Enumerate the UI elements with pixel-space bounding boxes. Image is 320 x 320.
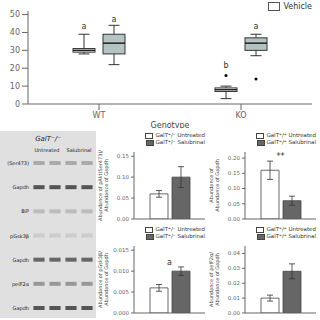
svg-text:0.03: 0.03 <box>228 265 241 271</box>
svg-text:Gapdh: Gapdh <box>13 305 29 312</box>
svg-text:a: a <box>82 22 87 31</box>
svg-text:WT: WT <box>93 111 106 120</box>
html-text:GalT⁺/⁻ Salubrinal: GalT⁺/⁻ Salubrinal <box>155 139 205 145</box>
svg-text:0.04: 0.04 <box>228 250 241 256</box>
svg-text:0.20: 0.20 <box>228 155 241 161</box>
svg-text:pGsk3β: pGsk3β <box>10 233 29 240</box>
svg-text:a: a <box>112 15 117 24</box>
html-text:GalT⁺/⁺ Salubrinal: GalT⁺/⁺ Salubrinal <box>266 233 316 239</box>
svg-text:0.010: 0.010 <box>113 268 129 274</box>
svg-text:0.05: 0.05 <box>228 201 241 207</box>
svg-text:30: 30 <box>10 46 20 55</box>
html-text:GalT⁺/⁻ Untreated: GalT⁺/⁻ Untreated <box>155 132 205 138</box>
svg-text:a: a <box>167 258 172 267</box>
svg-text:0.15: 0.15 <box>228 170 241 176</box>
svg-text:0.10: 0.10 <box>228 185 241 191</box>
svg-text:0.000: 0.000 <box>113 310 129 316</box>
svg-text:10: 10 <box>10 82 20 91</box>
html-text:GalT⁺/⁻ Untreated: GalT⁺/⁻ Untreated <box>155 226 205 232</box>
svg-text:Salubrinal: Salubrinal <box>66 147 91 153</box>
svg-text:Abundance of pAkt(Ser473)/Abun: Abundance of pAkt(Ser473)/Abundance of G… <box>98 150 110 221</box>
html-text:GalT⁺/⁻ Salubrinal: GalT⁺/⁻ Salubrinal <box>155 233 205 239</box>
svg-text:50: 50 <box>10 10 20 19</box>
svg-text:0.00: 0.00 <box>228 216 241 222</box>
svg-text:Gapdh: Gapdh <box>13 257 29 264</box>
svg-text:0.15: 0.15 <box>117 153 130 159</box>
svg-text:0.015: 0.015 <box>113 247 129 253</box>
html-text:GalT⁺/⁺ Untreated: GalT⁺/⁺ Untreated <box>266 226 316 232</box>
svg-text:peIF2α: peIF2α <box>12 281 30 288</box>
svg-text:0.02: 0.02 <box>228 280 240 286</box>
svg-text:GalT⁻/⁻: GalT⁻/⁻ <box>35 135 61 143</box>
svg-text:Gapdh: Gapdh <box>13 184 29 191</box>
svg-text:(Ser473): (Ser473) <box>8 160 29 166</box>
svg-text:**: ** <box>277 152 285 161</box>
html-text:Vehicle: Vehicle <box>283 2 312 11</box>
svg-text:0: 0 <box>15 100 20 109</box>
html-text:GalT⁺/⁺ Untreated: GalT⁺/⁺ Untreated <box>266 132 316 138</box>
svg-text:Abundance of pGsk3β/Abundance: Abundance of pGsk3β/Abundance of Gapdh <box>98 251 110 308</box>
svg-text:Untreated: Untreated <box>34 147 59 153</box>
svg-text:0.00: 0.00 <box>228 310 241 316</box>
svg-text:BiP: BiP <box>21 208 29 214</box>
svg-text:b: b <box>223 61 228 70</box>
svg-text:0.00: 0.00 <box>117 216 130 222</box>
svg-text:a: a <box>254 22 259 31</box>
svg-text:0.01: 0.01 <box>228 295 240 301</box>
html-text:GalT⁺/⁺ Salubrinal: GalT⁺/⁺ Salubrinal <box>266 139 316 145</box>
svg-text:20: 20 <box>10 64 20 73</box>
svg-text:40: 40 <box>10 28 20 37</box>
svg-text:Genotype: Genotype <box>151 121 190 128</box>
svg-text:Abundance of peIF2α/Abundance: Abundance of peIF2α/Abundance of Gapdh <box>209 252 221 307</box>
svg-text:0.05: 0.05 <box>117 195 130 201</box>
svg-text:Abundance ofAbundance of Gapdh: Abundance ofAbundance of Gapdh <box>209 159 221 212</box>
svg-text:0.10: 0.10 <box>117 174 130 180</box>
svg-text:KO: KO <box>235 111 246 120</box>
svg-text:0.005: 0.005 <box>113 289 129 295</box>
